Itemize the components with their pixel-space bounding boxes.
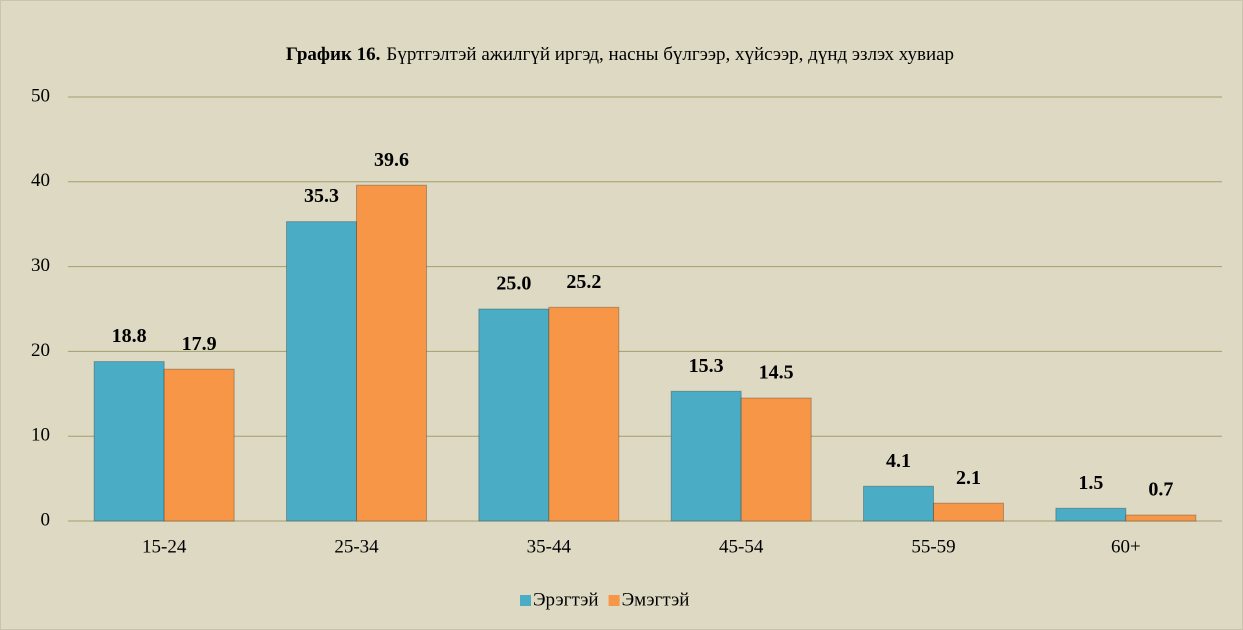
x-tick-label: 45-54 bbox=[719, 536, 764, 557]
bar bbox=[1055, 507, 1127, 522]
legend-label: Эмэгтэй bbox=[622, 589, 690, 610]
bar bbox=[356, 184, 427, 522]
legend-label: Эрэгтэй bbox=[533, 589, 599, 610]
y-tick-label: 0 bbox=[41, 509, 51, 530]
value-label: 17.9 bbox=[182, 333, 217, 355]
value-label: 0.7 bbox=[1148, 479, 1173, 501]
title-text: Бүртгэлтэй ажилгүй иргэд, насны бүлгээр,… bbox=[386, 44, 954, 65]
value-label: 1.5 bbox=[1078, 472, 1103, 494]
bar bbox=[933, 502, 1004, 522]
bar bbox=[740, 397, 812, 522]
y-tick-label: 20 bbox=[31, 340, 50, 361]
value-label: 15.3 bbox=[689, 355, 724, 377]
bar bbox=[1125, 514, 1197, 522]
value-label: 14.5 bbox=[759, 362, 794, 384]
legend-swatch bbox=[520, 595, 531, 606]
chart-title: График 16. Бүртгэлтэй ажилгүй иргэд, насн… bbox=[286, 44, 954, 65]
value-label: 2.1 bbox=[956, 467, 981, 489]
title-number: График 16. bbox=[286, 44, 381, 65]
value-label: 4.1 bbox=[886, 450, 911, 472]
bar bbox=[286, 221, 357, 522]
bar bbox=[93, 361, 165, 522]
y-tick-label: 40 bbox=[31, 170, 50, 191]
value-label: 18.8 bbox=[112, 325, 147, 347]
y-tick-label: 50 bbox=[31, 85, 50, 106]
x-tick-label: 55-59 bbox=[911, 536, 955, 557]
x-tick-label: 25-34 bbox=[334, 536, 379, 557]
value-label: 25.0 bbox=[496, 273, 531, 295]
x-tick-label: 60+ bbox=[1111, 536, 1141, 557]
bar bbox=[163, 368, 235, 522]
value-label: 39.6 bbox=[374, 149, 409, 171]
y-tick-label: 30 bbox=[31, 255, 50, 276]
x-tick-label: 15-24 bbox=[142, 536, 187, 557]
y-tick-label: 10 bbox=[31, 425, 50, 446]
bar bbox=[478, 308, 550, 522]
x-tick-label: 35-44 bbox=[527, 536, 572, 557]
value-label: 25.2 bbox=[566, 271, 601, 293]
legend-swatch bbox=[608, 595, 620, 606]
bar bbox=[670, 390, 742, 522]
value-label: 35.3 bbox=[304, 185, 339, 207]
bar bbox=[863, 485, 934, 522]
bar bbox=[548, 306, 620, 522]
